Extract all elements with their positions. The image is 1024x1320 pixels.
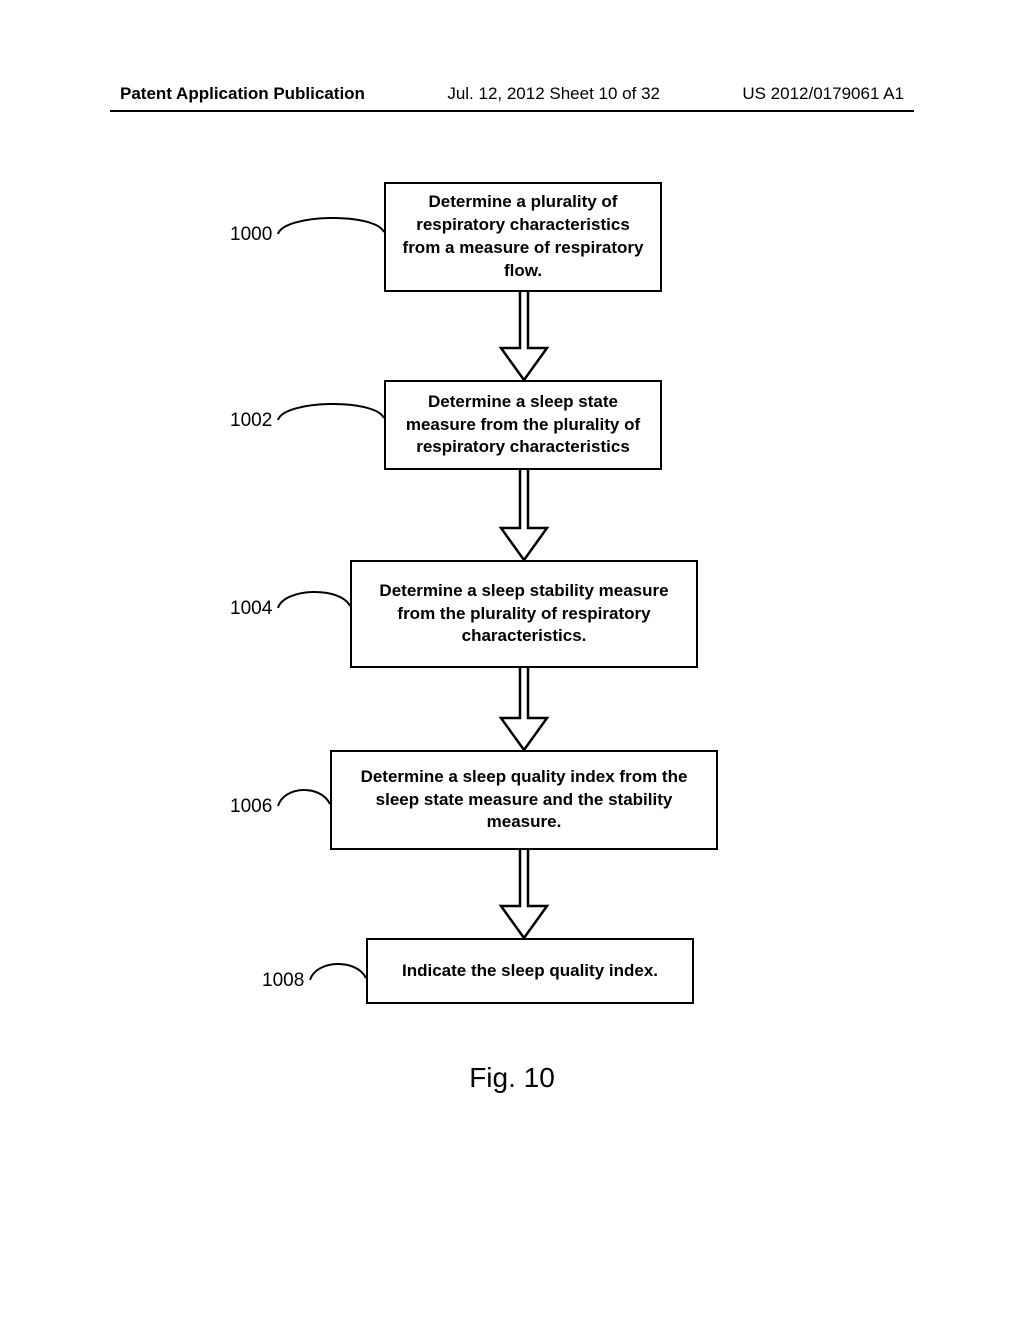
header-sheet-info: Jul. 12, 2012 Sheet 10 of 32: [447, 84, 660, 104]
flowchart-box-1004: Determine a sleep stability measure from…: [350, 560, 698, 668]
header-application-number: US 2012/0179061 A1: [742, 84, 904, 104]
label-connector-1004: [268, 576, 360, 626]
flowchart-box-text: Determine a sleep stability measure from…: [368, 580, 680, 649]
flowchart-box-1006: Determine a sleep quality index from the…: [330, 750, 718, 850]
label-connector-1000: [268, 202, 394, 252]
label-connector-1008: [300, 948, 376, 998]
flowchart-label-1008: 1008: [262, 970, 304, 992]
flowchart-box-text: Indicate the sleep quality index.: [402, 960, 658, 983]
flowchart-arrow-0: [497, 292, 551, 382]
flowchart-box-1002: Determine a sleep state measure from the…: [384, 380, 662, 470]
flowchart-box-text: Determine a sleep quality index from the…: [348, 766, 700, 835]
flowchart-label-1002: 1002: [230, 410, 272, 432]
label-connector-1006: [268, 774, 340, 824]
flowchart-box-1000: Determine a plurality of respiratory cha…: [384, 182, 662, 292]
figure-caption: Fig. 10: [469, 1062, 555, 1094]
flowchart-label-1006: 1006: [230, 796, 272, 818]
flowchart-box-text: Determine a plurality of respiratory cha…: [402, 191, 644, 283]
flowchart-label-1000: 1000: [230, 224, 272, 246]
flowchart-arrow-1: [497, 470, 551, 562]
flowchart-box-text: Determine a sleep state measure from the…: [402, 391, 644, 460]
flowchart-arrow-3: [497, 850, 551, 940]
header-divider: [110, 110, 914, 112]
flowchart-arrow-2: [497, 668, 551, 752]
label-connector-1002: [268, 388, 394, 438]
flowchart-label-1004: 1004: [230, 598, 272, 620]
page-header: Patent Application Publication Jul. 12, …: [0, 0, 1024, 104]
header-publication: Patent Application Publication: [120, 84, 365, 104]
flowchart-box-1008: Indicate the sleep quality index.: [366, 938, 694, 1004]
